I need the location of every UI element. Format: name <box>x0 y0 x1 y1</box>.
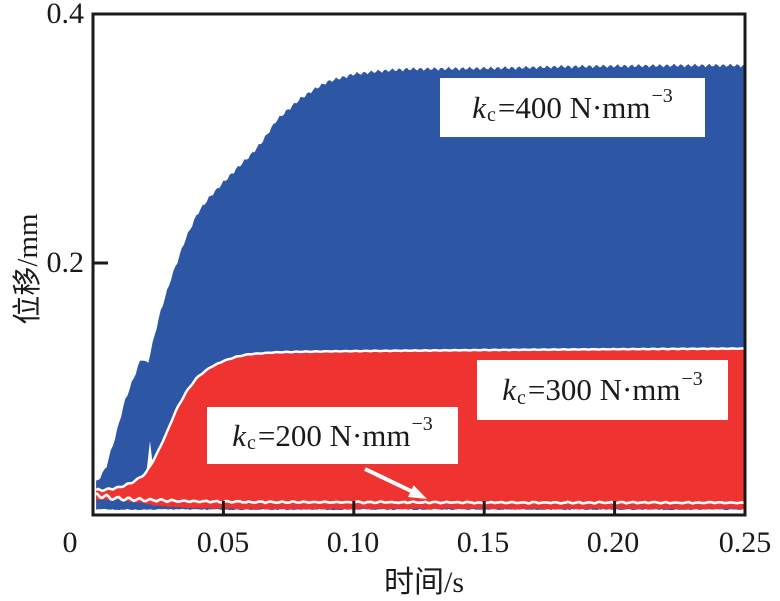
y-tick-label-0.4: 0.4 <box>46 0 85 30</box>
kc200-arrow-head <box>407 485 427 499</box>
kc300-value: =300 N·mm <box>527 372 681 407</box>
kc200-exponent: −3 <box>411 413 433 435</box>
kc400-exponent: −3 <box>651 85 673 107</box>
kc400-symbol: k <box>472 89 486 125</box>
kc300-symbol: k <box>502 372 516 407</box>
x-axis-title: 时间/s <box>383 566 465 599</box>
series-kc200-line <box>95 491 744 505</box>
kc400-subscript: c <box>486 104 496 126</box>
annotation-kc200: k c =200 N·mm −3 <box>207 407 458 464</box>
x-tick-label-0.10: 0.10 <box>326 526 380 559</box>
kc200-value: =200 N·mm <box>257 417 411 453</box>
annotation-kc300: k c =300 N·mm −3 <box>477 360 728 420</box>
plot-frame <box>91 12 747 517</box>
x-tick-label-0.05: 0.05 <box>196 526 250 559</box>
x-tick-label-0: 0 <box>62 526 78 559</box>
kc400-value: =400 N·mm <box>497 89 651 125</box>
x-tick-label-0.20: 0.20 <box>586 526 640 559</box>
y-tick-label-0.2: 0.2 <box>46 246 85 279</box>
kc200-symbol: k <box>232 417 246 453</box>
kc300-exponent: −3 <box>681 367 703 390</box>
kc200-arrow-shaft <box>364 467 412 493</box>
annotation-kc400: k c =400 N·mm −3 <box>440 78 705 137</box>
x-tick-label-0.15: 0.15 <box>456 526 510 559</box>
kc200-subscript: c <box>246 432 256 454</box>
kc300-subscript: c <box>516 386 526 409</box>
series-kc300-outline <box>95 347 744 493</box>
x-tick-label-0.25: 0.25 <box>718 526 772 559</box>
